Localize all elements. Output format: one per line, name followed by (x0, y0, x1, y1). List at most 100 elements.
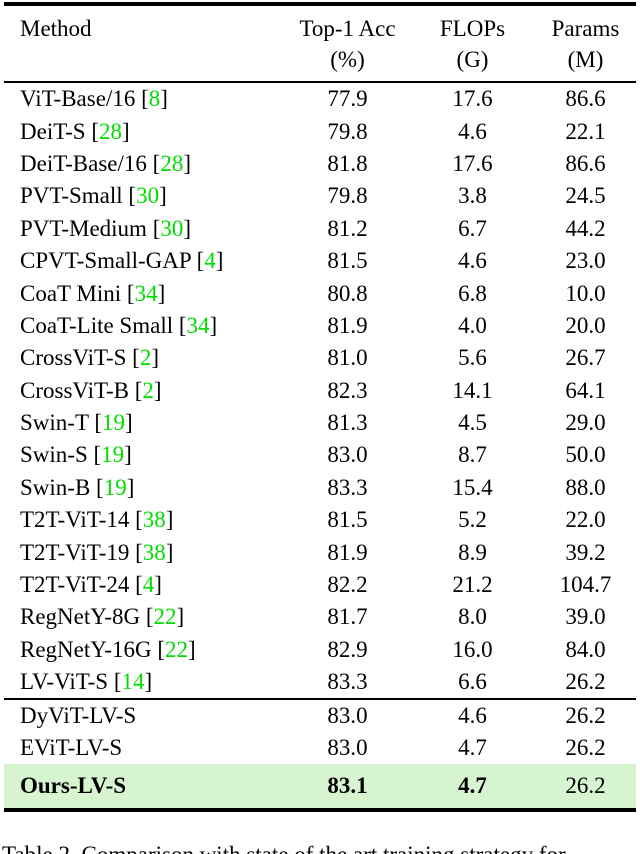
flops-cell: 4.0 (458, 312, 487, 338)
citation-ref[interactable]: 28 (99, 118, 123, 144)
section-separator-rule (4, 698, 636, 701)
citation-ref[interactable]: 14 (121, 669, 145, 695)
acc-cell: 81.3 (327, 410, 368, 436)
table-row: Swin-S [19] 83.0 8.7 50.0 (4, 439, 636, 471)
citation-ref[interactable]: 2 (142, 377, 154, 403)
method-name: Ours-LV-S (20, 773, 127, 799)
citation-ref[interactable]: 22 (165, 636, 189, 662)
citation-ref[interactable]: 19 (103, 474, 127, 500)
params-cell: 26.2 (565, 735, 606, 761)
citation-ref[interactable]: 2 (139, 345, 152, 371)
method-cell: Swin-B [19] (20, 474, 135, 500)
acc-cell: 83.0 (327, 703, 368, 729)
method-cell: LV-ViT-S [14] (20, 669, 153, 695)
citation-ref[interactable]: 30 (136, 183, 160, 209)
params-cell: 26.2 (565, 773, 606, 799)
table-body-token-pruning: DyViT-LV-S 83.0 4.6 26.2 EViT-LV-S 83.0 4.7 26.… (4, 700, 636, 809)
acc-cell: 82.3 (327, 377, 368, 403)
method-name: CrossViT-S (20, 345, 127, 371)
citation-ref[interactable]: 19 (101, 442, 125, 468)
acc-cell: 83.1 (327, 773, 368, 799)
acc-cell: 81.0 (327, 345, 368, 371)
flops-cell: 5.6 (458, 345, 487, 371)
method-cell: RegNetY-8G [22] (20, 604, 185, 630)
table-row: Ours-LV-S 83.1 4.7 26.2 (4, 764, 636, 809)
flops-cell: 15.4 (452, 474, 493, 500)
method-name: Swin-T (20, 410, 89, 436)
table-row: T2T-ViT-19 [38] 81.9 8.9 39.2 (4, 536, 636, 568)
acc-cell: 83.0 (327, 735, 368, 761)
table-row: CrossViT-B [2] 82.3 14.1 64.1 (4, 375, 636, 407)
citation-ref[interactable]: 30 (160, 215, 184, 241)
acc-cell: 83.3 (327, 669, 368, 695)
method-cell: ViT-Base/16 [8] (20, 86, 168, 112)
table-row: CoaT-Lite Small [34] 81.9 4.0 20.0 (4, 310, 636, 342)
column-header-flops: FLOPs (G) (410, 13, 535, 75)
table-row: DeiT-S [28] 79.8 4.6 22.1 (4, 115, 636, 147)
acc-cell: 83.0 (327, 442, 368, 468)
method-name: Swin-B (20, 474, 91, 500)
flops-header-unit: (G) (456, 46, 489, 72)
citation-ref[interactable]: 28 (160, 150, 184, 176)
acc-cell: 82.2 (327, 572, 368, 598)
params-cell: 64.1 (565, 377, 606, 403)
flops-cell: 16.0 (452, 636, 493, 662)
citation-ref[interactable]: 22 (153, 604, 177, 630)
flops-cell: 8.0 (458, 604, 487, 630)
method-name: LV-ViT-S (20, 669, 109, 695)
method-name: T2T-ViT-19 (20, 539, 130, 565)
flops-cell: 17.6 (452, 86, 493, 112)
method-cell: RegNetY-16G [22] (20, 636, 196, 662)
params-cell: 84.0 (565, 636, 606, 662)
method-cell: T2T-ViT-24 [4] (20, 572, 162, 598)
method-name: T2T-ViT-24 (20, 572, 130, 598)
method-cell: T2T-ViT-19 [38] (20, 539, 174, 565)
params-cell: 23.0 (565, 248, 606, 274)
params-cell: 39.2 (565, 539, 606, 565)
citation-ref[interactable]: 38 (142, 507, 166, 533)
acc-cell: 81.9 (327, 539, 368, 565)
citation-ref[interactable]: 8 (148, 86, 161, 112)
citation-ref[interactable]: 4 (142, 572, 155, 598)
method-name: CoaT-Lite Small (20, 312, 174, 338)
method-name: CoaT Mini (20, 280, 122, 306)
method-name: DeiT-S (20, 118, 86, 144)
table-row: LV-ViT-S [14] 83.3 6.6 26.2 (4, 666, 636, 698)
citation-ref[interactable]: 38 (142, 539, 166, 565)
table-bottom-rule (4, 808, 636, 812)
method-name: PVT-Medium (20, 215, 147, 241)
acc-cell: 80.8 (327, 280, 368, 306)
acc-cell: 81.7 (327, 604, 368, 630)
flops-cell: 8.9 (458, 539, 487, 565)
table-row: Swin-B [19] 83.3 15.4 88.0 (4, 472, 636, 504)
citation-ref[interactable]: 34 (186, 312, 210, 338)
method-cell: DeiT-Base/16 [28] (20, 150, 191, 176)
method-name: CrossViT-B (20, 377, 129, 403)
acc-cell: 79.8 (327, 118, 368, 144)
acc-cell: 81.5 (327, 248, 368, 274)
acc-cell: 81.9 (327, 312, 368, 338)
flops-cell: 4.7 (458, 773, 487, 799)
citation-ref[interactable]: 19 (102, 410, 126, 436)
acc-header-label: Top-1 Acc (299, 15, 396, 41)
method-header-label: Method (20, 15, 92, 41)
method-cell: CrossViT-S [2] (20, 345, 160, 371)
params-cell: 50.0 (565, 442, 606, 468)
citation-ref[interactable]: 4 (204, 248, 216, 274)
method-name: ViT-Base/16 (20, 86, 136, 112)
header-separator-rule (4, 80, 636, 83)
flops-cell: 17.6 (452, 150, 493, 176)
flops-cell: 6.6 (458, 669, 487, 695)
flops-cell: 6.7 (458, 215, 487, 241)
method-name: T2T-ViT-14 (20, 507, 130, 533)
params-cell: 29.0 (565, 410, 606, 436)
table-top-rule (4, 2, 636, 6)
params-cell: 20.0 (565, 312, 606, 338)
table-row: RegNetY-8G [22] 81.7 8.0 39.0 (4, 601, 636, 633)
citation-ref[interactable]: 34 (134, 280, 158, 306)
method-cell: Swin-T [19] (20, 410, 133, 436)
method-cell: CoaT-Lite Small [34] (20, 312, 218, 338)
table-body-baselines: ViT-Base/16 [8] 77.9 17.6 86.6 DeiT-S [28] 79… (4, 83, 636, 698)
method-name: CPVT-Small-GAP (20, 248, 191, 274)
method-cell: Swin-S [19] (20, 442, 132, 468)
